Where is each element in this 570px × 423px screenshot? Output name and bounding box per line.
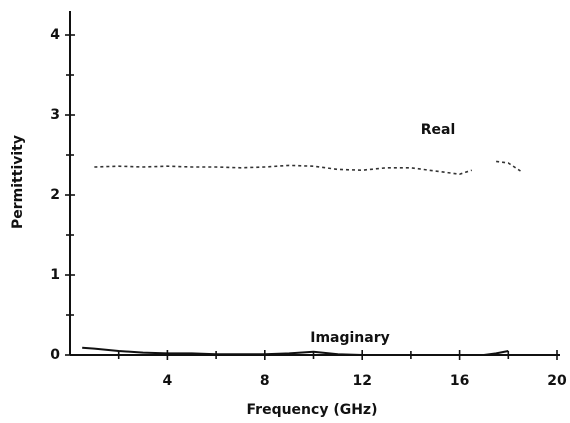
y-tick-label: 2 (50, 187, 60, 203)
data-line (82, 346, 509, 356)
x-axis-label: Frequency (GHz) (247, 402, 378, 418)
y-tick-label: 3 (50, 107, 60, 123)
y-tick-label: 0 (50, 347, 60, 363)
y-tick-label: 1 (50, 267, 60, 283)
series-annotation: Real (421, 122, 456, 138)
y-axis-label: Permittivity (10, 135, 26, 229)
x-tick-label: 4 (163, 373, 173, 389)
x-tick-label: 8 (260, 373, 270, 389)
x-tick-label: 16 (450, 373, 469, 389)
x-tick-label: 12 (352, 373, 371, 389)
y-tick-label: 4 (50, 27, 60, 43)
x-tick-label: 20 (547, 373, 567, 389)
data-line (94, 160, 521, 176)
series-annotation: Imaginary (310, 330, 390, 346)
